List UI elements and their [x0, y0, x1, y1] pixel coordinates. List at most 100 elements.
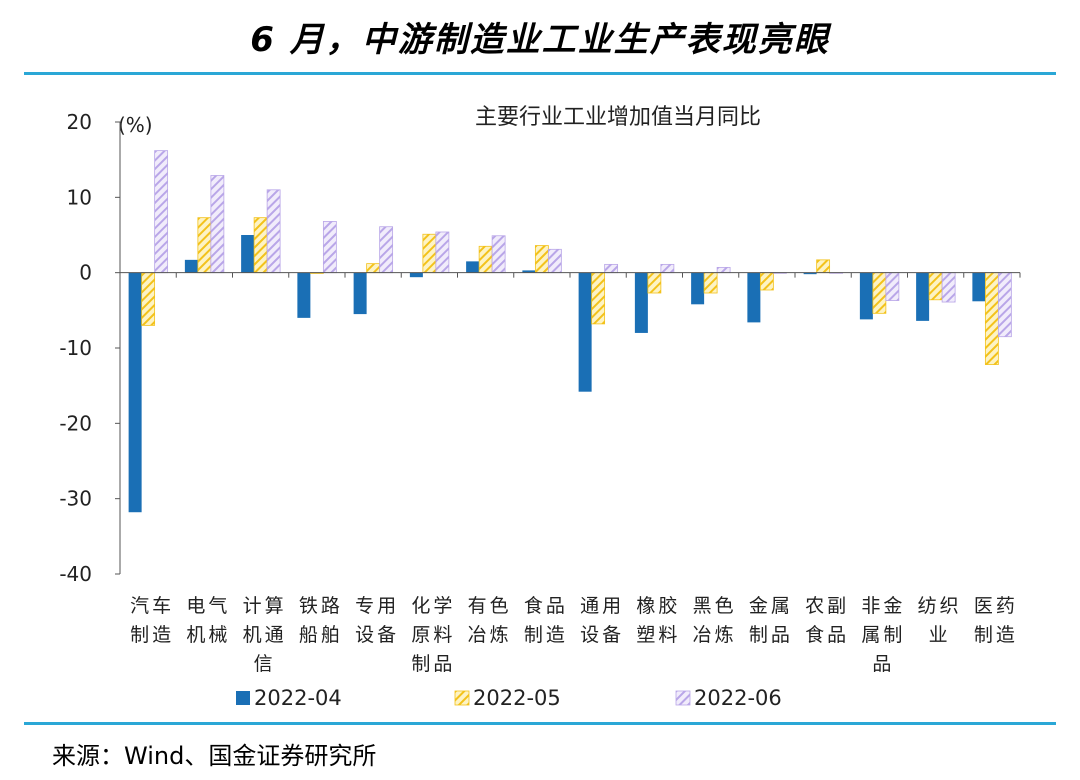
- y-tick-label: 20: [67, 110, 92, 134]
- x-category-label: 汽车: [130, 595, 174, 617]
- chart-title: 主要行业工业增加值当月同比: [475, 105, 761, 130]
- x-category-label: 食品: [805, 624, 849, 646]
- bar-2022-06-0: [154, 150, 169, 274]
- bar-2022-04-15: [972, 272, 986, 302]
- x-category-label: 设备: [355, 624, 399, 646]
- bar-2022-04-13: [859, 272, 873, 320]
- y-tick-label: -30: [59, 487, 92, 511]
- x-category-label: 设备: [580, 624, 624, 646]
- source-note: 来源：Wind、国金证券研究所: [52, 742, 377, 770]
- x-category-label: 化学: [411, 595, 455, 617]
- bar-2022-06-13: [885, 272, 900, 301]
- bar-2022-05-7: [534, 245, 549, 274]
- bar-2022-05-12: [816, 259, 831, 274]
- x-category-label: 制品: [411, 653, 455, 675]
- source-divider: [24, 722, 1056, 725]
- x-category-label: 机械: [186, 624, 230, 646]
- x-category-label: 纺织: [918, 595, 962, 617]
- bar-2022-06-15: [997, 272, 1012, 338]
- bar-2022-06-10: [716, 266, 731, 274]
- bar-2022-04-7: [522, 270, 536, 273]
- title-divider: [24, 72, 1056, 75]
- x-category-label: 塑料: [636, 624, 680, 646]
- bar-2022-04-9: [634, 272, 648, 333]
- y-tick-label: -10: [59, 336, 92, 360]
- x-category-label: 原料: [411, 624, 455, 646]
- bar-2022-05-6: [478, 245, 493, 274]
- bar-chart: 主要行业工业增加值当月同比 (%) 20 10 0 -10 -20 -30 -40 汽车制造…: [59, 105, 1021, 710]
- x-category-label: 业: [929, 624, 951, 646]
- y-axis-unit: (%): [118, 113, 153, 137]
- bar-2022-06-7: [547, 248, 562, 274]
- y-tick-label: 10: [67, 185, 92, 209]
- x-category-label: 制造: [130, 624, 174, 646]
- x-category-label: 制品: [749, 624, 793, 646]
- x-category-label: 船舶: [299, 624, 343, 646]
- x-category-label: 食品: [524, 595, 568, 617]
- bar-2022-04-14: [916, 272, 930, 321]
- legend-label-2022-05: 2022-05: [473, 686, 561, 710]
- bar-2022-06-1: [210, 175, 225, 274]
- bar-2022-06-2: [266, 189, 281, 274]
- bar-2022-06-6: [491, 235, 506, 274]
- x-category-label: 属制: [861, 624, 905, 646]
- legend-label-2022-06: 2022-06: [694, 686, 782, 710]
- y-tick-label: 0: [79, 261, 92, 285]
- bar-2022-05-9: [647, 272, 662, 294]
- y-tick-label: -40: [59, 562, 92, 586]
- bar-2022-04-1: [184, 259, 198, 273]
- x-category-label: 制造: [524, 624, 568, 646]
- bar-2022-05-4: [366, 263, 381, 274]
- x-category-label: 医药: [974, 595, 1018, 617]
- bar-2022-04-6: [466, 261, 480, 273]
- x-category-label: 品: [872, 653, 894, 675]
- bar-2022-05-13: [872, 272, 887, 314]
- bar-2022-05-14: [928, 272, 943, 301]
- x-category-label: 电气: [186, 595, 230, 617]
- x-category-label: 冶炼: [468, 624, 512, 646]
- page-title: 6 月，中游制造业工业生产表现亮眼: [250, 20, 830, 60]
- bar-2022-05-10: [703, 272, 718, 294]
- bar-2022-04-2: [241, 235, 255, 273]
- x-category-label: 机通: [243, 624, 287, 646]
- legend-swatch-2022-06: [675, 690, 691, 706]
- x-category-label: 金属: [749, 595, 793, 617]
- bar-2022-04-5: [409, 272, 423, 278]
- bar-2022-04-12: [803, 272, 817, 275]
- bar-2022-04-11: [747, 272, 761, 323]
- bar-2022-06-3: [322, 221, 337, 274]
- bar-2022-04-0: [128, 272, 142, 513]
- x-category-label: 橡胶: [636, 595, 680, 617]
- bar-2022-04-3: [297, 272, 311, 318]
- legend-label-2022-04: 2022-04: [254, 686, 342, 710]
- bar-2022-06-8: [604, 263, 619, 274]
- bar-2022-05-0: [141, 272, 156, 326]
- x-category-label: 非金: [861, 595, 905, 617]
- bar-2022-05-1: [197, 217, 212, 274]
- bar-2022-06-4: [379, 226, 394, 274]
- legend-swatch-2022-05: [454, 690, 470, 706]
- y-tick-label: -20: [59, 411, 92, 435]
- x-category-label: 农副: [805, 595, 849, 617]
- legend-swatch-2022-04: [236, 691, 250, 705]
- bar-2022-04-8: [578, 272, 592, 392]
- x-category-label: 有色: [468, 595, 512, 617]
- x-category-label: 冶炼: [693, 624, 737, 646]
- bar-2022-05-5: [422, 233, 437, 274]
- bar-2022-06-9: [660, 263, 675, 274]
- x-category-label: 信: [254, 653, 276, 675]
- bar-2022-04-10: [691, 272, 705, 305]
- bar-2022-05-2: [253, 217, 268, 274]
- x-category-label: 通用: [580, 595, 624, 617]
- x-category-label: 专用: [355, 595, 399, 617]
- bar-2022-06-5: [435, 231, 450, 274]
- bar-2022-05-11: [759, 272, 774, 291]
- bar-2022-04-4: [353, 272, 367, 315]
- x-category-label: 铁路: [299, 595, 343, 617]
- bar-2022-05-15: [984, 272, 999, 365]
- bar-2022-06-14: [941, 272, 956, 303]
- x-category-label: 制造: [974, 624, 1018, 646]
- bar-2022-05-8: [591, 272, 606, 325]
- x-category-label: 黑色: [693, 595, 737, 617]
- x-category-label: 计算: [243, 595, 287, 617]
